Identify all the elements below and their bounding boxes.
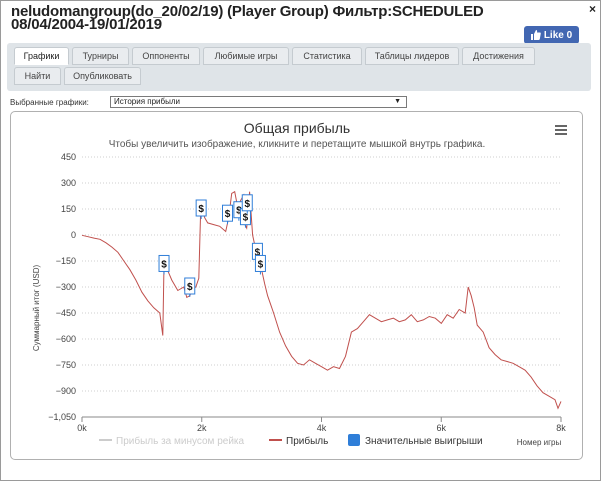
big-win-marker-label: $ — [255, 247, 261, 258]
tab-statistics[interactable]: Статистика — [292, 47, 362, 65]
tab-tournaments[interactable]: Турниры — [72, 47, 129, 65]
y-tick-label: −150 — [56, 256, 76, 266]
chart-container[interactable]: 450 300 150 0 −150 −300 −450 −600 −750 −900 −1,050… — [10, 111, 583, 460]
big-win-marker[interactable]: $ — [158, 254, 170, 275]
chart-select-value: История прибыли — [114, 97, 180, 106]
legend-item-rake[interactable]: Прибыль за минусом рейка — [116, 435, 245, 447]
y-tick-label: 300 — [61, 178, 76, 188]
chart-select[interactable]: История прибыли ▼ — [110, 96, 407, 108]
big-win-marker-label: $ — [236, 206, 242, 217]
chart-grid — [82, 156, 561, 392]
x-axis-title: Номер игры — [517, 438, 562, 447]
y-tick-label: −300 — [56, 282, 76, 292]
big-win-marker-box — [195, 199, 207, 217]
x-tick-label: 0k — [77, 423, 87, 433]
big-win-marker-label: $ — [161, 259, 167, 270]
big-win-marker-label: $ — [243, 213, 249, 224]
big-win-marker[interactable]: $ — [195, 199, 207, 219]
chart-title: Общая прибыль — [244, 120, 350, 136]
big-wins-markers: $$$ $ $$$$$ — [158, 194, 266, 297]
legend-item-profit[interactable]: Прибыль — [286, 435, 328, 447]
legend: Прибыль за минусом рейка Прибыль Значите… — [99, 434, 483, 447]
big-win-marker[interactable]: $ — [221, 204, 233, 225]
y-tick-label: 0 — [71, 230, 76, 240]
big-win-marker-label: $ — [258, 259, 264, 270]
big-win-marker-box — [241, 194, 253, 212]
hamburger-icon[interactable] — [553, 123, 569, 136]
big-win-marker-label: $ — [187, 282, 193, 293]
tab-favorite-games[interactable]: Любимые игры — [203, 47, 289, 65]
big-win-marker-label: $ — [198, 204, 204, 215]
big-win-marker-box — [221, 204, 233, 222]
y-axis-title: Суммарный итог (USD) — [32, 265, 41, 352]
big-win-marker[interactable]: $ — [254, 254, 266, 275]
x-tick-label: 4k — [317, 423, 327, 433]
thumbs-up-icon — [530, 30, 541, 40]
y-axis-ticks: 450 300 150 0 −150 −300 −450 −600 −750 −900 −1,050 — [48, 152, 76, 422]
window-title: neludomangroup(do_20/02/19) (Player Grou… — [11, 3, 484, 33]
x-tick-label: 6k — [436, 423, 446, 433]
tab-publish[interactable]: Опубликовать — [64, 67, 141, 85]
y-tick-label: 150 — [61, 204, 76, 214]
close-icon[interactable]: × — [588, 2, 596, 16]
tab-opponents[interactable]: Оппоненты — [132, 47, 200, 65]
tab-bar: Графики Турниры Оппоненты Любимые игры С… — [7, 43, 591, 91]
y-tick-label: −600 — [56, 334, 76, 344]
y-tick-label: −450 — [56, 308, 76, 318]
big-win-marker[interactable]: $ — [239, 208, 251, 228]
series-profit-line — [81, 190, 562, 410]
tab-achievements[interactable]: Достижения — [462, 47, 535, 65]
legend-item-big-wins[interactable]: Значительные выигрыши — [365, 436, 483, 447]
big-win-marker[interactable]: $ — [184, 277, 196, 297]
big-win-marker[interactable]: $ — [241, 194, 253, 214]
tab-leaderboards[interactable]: Таблицы лидеров — [365, 47, 459, 65]
selector-label: Выбранные графики: — [10, 98, 89, 107]
dropdown-arrow-icon: ▼ — [394, 98, 401, 105]
tab-graphs[interactable]: Графики — [14, 47, 69, 65]
facebook-like-button[interactable]: Like 0 — [524, 26, 579, 44]
tab-search[interactable]: Найти — [14, 67, 61, 85]
big-win-marker-box — [184, 277, 196, 295]
legend-bigwins-swatch — [348, 434, 360, 446]
profit-chart[interactable]: 450 300 150 0 −150 −300 −450 −600 −750 −900 −1,050… — [11, 112, 584, 461]
x-tick-label: 2k — [197, 423, 207, 433]
big-win-marker-label: $ — [225, 209, 231, 220]
big-win-marker-box — [254, 254, 266, 272]
like-label: Like 0 — [543, 29, 573, 41]
y-tick-label: −750 — [56, 360, 76, 370]
y-tick-label: −1,050 — [48, 412, 76, 422]
y-tick-label: −900 — [56, 386, 76, 396]
x-tick-label: 8k — [556, 423, 566, 433]
big-win-marker-box — [158, 254, 170, 272]
x-axis-ticks: 0k 2k 4k 6k 8k — [77, 417, 566, 433]
y-tick-label: 450 — [61, 152, 76, 162]
big-win-marker-label: $ — [244, 199, 250, 210]
chart-subtitle: Чтобы увеличить изображение, кликните и … — [109, 138, 486, 150]
